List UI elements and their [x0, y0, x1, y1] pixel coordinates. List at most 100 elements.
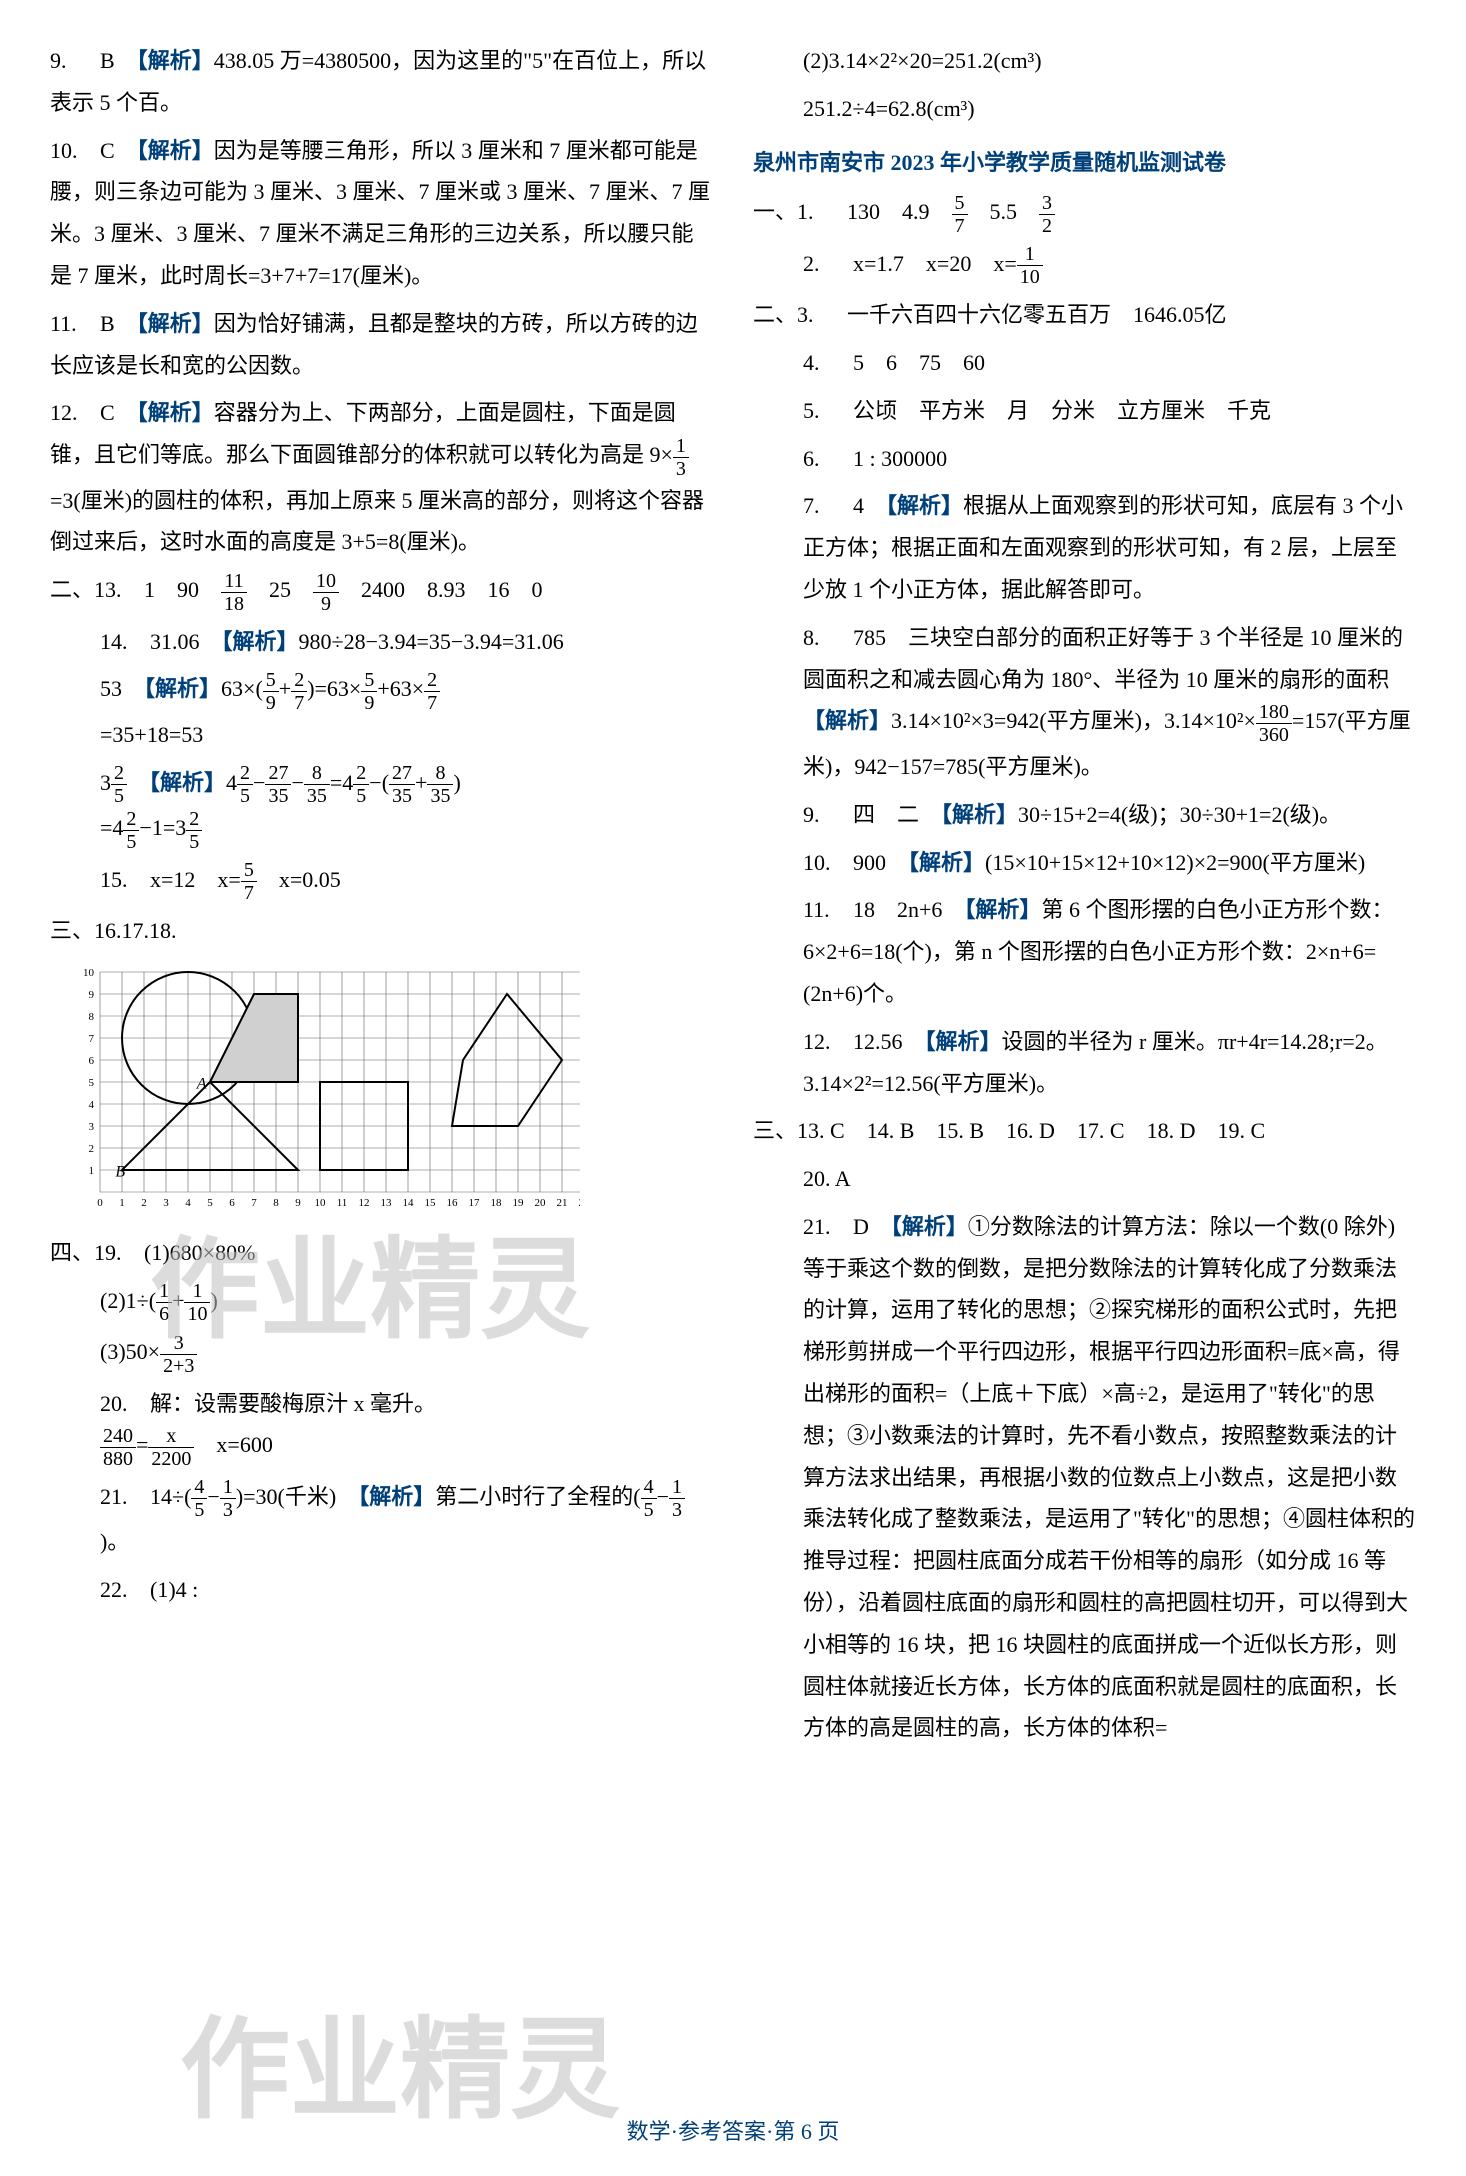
- svg-text:1: 1: [89, 1165, 95, 1177]
- text: −: [291, 770, 303, 795]
- svg-text:5: 5: [89, 1077, 95, 1089]
- r-q9: 9.四 二 【解析】30÷15+2=4(级)；30÷30+1=2(级)。: [753, 794, 1416, 836]
- text: 1 : 300000: [853, 446, 947, 471]
- r-mc2: 20. A: [753, 1158, 1416, 1200]
- fraction: 32: [1039, 192, 1055, 237]
- text: 31.06: [150, 629, 222, 654]
- text: −: [657, 1484, 669, 1509]
- text: [127, 770, 149, 795]
- svg-text:13: 13: [381, 1197, 393, 1209]
- q21: 21.14÷(45−13)=30(千米) 【解析】第二小时行了全程的(45−13…: [50, 1476, 713, 1563]
- page-content: 9.B 【解析】438.05 万=4380500，因为这里的"5"在百位上，所以…: [50, 40, 1416, 1755]
- q22: 22.(1)4 :: [50, 1569, 713, 1611]
- svg-text:8: 8: [273, 1197, 279, 1209]
- text: =4: [330, 770, 353, 795]
- svg-text:6: 6: [89, 1055, 95, 1067]
- fraction: 2735: [265, 762, 291, 807]
- text: ①分数除法的计算方法：除以一个数(0 除外)等于乘这个数的倒数，是把分数除法的计…: [803, 1214, 1415, 1741]
- svg-text:1: 1: [119, 1197, 125, 1209]
- fraction: 27: [291, 669, 307, 714]
- text: 63×(: [221, 676, 263, 701]
- analysis-label: 【解析】: [964, 897, 1041, 922]
- svg-text:15: 15: [425, 1197, 437, 1209]
- q-number: 10.: [50, 130, 100, 172]
- r-q7: 7.4 【解析】根据从上面观察到的形状可知，底层有 3 个小正方体；根据正面和左…: [753, 485, 1416, 610]
- page-footer: 数学·参考答案·第 6 页: [0, 2114, 1466, 2146]
- text: )。: [100, 1529, 129, 1554]
- r-q21: 21.D 【解析】①分数除法的计算方法：除以一个数(0 除外)等于乘这个数的倒数…: [753, 1206, 1416, 1749]
- fraction: x2200: [148, 1425, 194, 1470]
- q-number: 4.: [803, 342, 853, 384]
- fraction: 16: [156, 1280, 172, 1325]
- q-number: 5.: [803, 390, 853, 432]
- svg-text:9: 9: [295, 1197, 301, 1209]
- fraction: 25: [353, 762, 369, 807]
- q-number: 9.: [50, 40, 100, 82]
- fraction: 45: [641, 1476, 657, 1521]
- svg-text:2: 2: [141, 1197, 147, 1209]
- text: =: [136, 1432, 148, 1457]
- text: −1=3: [139, 815, 186, 840]
- analysis-label: 【解析】: [941, 802, 1018, 827]
- svg-text:4: 4: [89, 1099, 95, 1111]
- vals: 25: [247, 577, 313, 602]
- q-number: 2.: [803, 243, 853, 285]
- svg-text:3: 3: [89, 1121, 95, 1133]
- text: 第二小时行了全程的(: [435, 1484, 640, 1509]
- svg-text:5: 5: [207, 1197, 213, 1209]
- q-number: 21.: [803, 1206, 853, 1248]
- text: x=600: [194, 1432, 272, 1457]
- q-number: 15.: [100, 859, 150, 901]
- text: 14÷(: [150, 1484, 191, 1509]
- r-q10: 10.900 【解析】(15×10+15×12+10×12)×2=900(平方厘…: [753, 842, 1416, 884]
- fraction: 32+3: [160, 1332, 197, 1377]
- text: −: [207, 1484, 219, 1509]
- answer: B: [100, 48, 115, 73]
- r-sec3: 三、13. C 14. B 15. B 16. D 17. C 18. D 19…: [753, 1110, 1416, 1152]
- text: 一千六百四十六亿零五百万 1646.05亿: [847, 302, 1227, 327]
- fraction: 13: [673, 435, 689, 480]
- answer: 12.56: [853, 1029, 925, 1054]
- section-4: 四、19.(1)680×80%: [50, 1232, 713, 1274]
- answer: C: [100, 138, 115, 163]
- q-number: 12.: [803, 1021, 853, 1063]
- analysis-label: 【解析】: [149, 770, 226, 795]
- svg-text:22: 22: [579, 1197, 581, 1209]
- q-number: 9.: [803, 794, 853, 836]
- fraction: 110: [184, 1280, 210, 1325]
- q-number: 11.: [50, 303, 100, 345]
- q20: 20.解：设需要酸梅原汁 x 毫升。 240880=x2200 x=600: [50, 1383, 713, 1470]
- svg-text:A: A: [196, 1075, 207, 1092]
- text: 53: [100, 676, 144, 701]
- q19-3: (3)50×32+3: [50, 1331, 713, 1376]
- svg-text:3: 3: [163, 1197, 169, 1209]
- svg-text:B: B: [115, 1163, 125, 1180]
- analysis-label: 【解析】: [908, 850, 985, 875]
- analysis-label: 【解析】: [137, 400, 214, 425]
- q-number: 10.: [803, 842, 853, 884]
- svg-text:6: 6: [229, 1197, 235, 1209]
- svg-text:11: 11: [337, 1197, 348, 1209]
- text: )=30(千米): [236, 1484, 358, 1509]
- q19-2: (2)1÷(16+110): [50, 1280, 713, 1325]
- section-label: 二、: [50, 577, 94, 602]
- section-3: 三、16.17.18.: [50, 910, 713, 952]
- q14-line2: 53 【解析】63×(59+27)=63×59+63×27=35+18=53: [50, 668, 713, 755]
- section-label: 三、: [753, 1118, 797, 1143]
- fraction: 13: [669, 1476, 685, 1521]
- analysis-label: 【解析】: [137, 48, 214, 73]
- grid-svg: 0123456789101112131415161718192021221234…: [80, 962, 580, 1222]
- svg-text:18: 18: [491, 1197, 503, 1209]
- q-number: 1.: [797, 191, 847, 233]
- section-label: 二、: [753, 302, 797, 327]
- answer: C: [100, 400, 115, 425]
- q-number: 19.: [94, 1232, 144, 1274]
- text: (1)4 :: [150, 1577, 198, 1602]
- r-q4: 4.5 6 75 60: [753, 342, 1416, 384]
- fraction: 1118: [221, 570, 247, 615]
- text: +: [415, 770, 427, 795]
- q-number: 11.: [803, 889, 853, 931]
- text: +: [172, 1288, 184, 1313]
- text: =4: [100, 815, 123, 840]
- q-number: 14.: [100, 621, 150, 663]
